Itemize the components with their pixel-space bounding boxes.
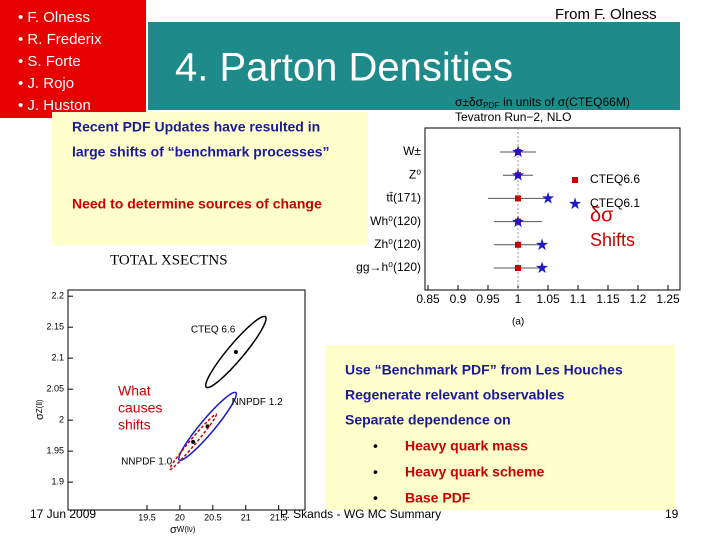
plan-line: Use “Benchmark PDF” from Les Houches <box>345 362 623 378</box>
ellipse <box>204 315 267 389</box>
sym: σ <box>34 413 46 420</box>
callout-conclusion: Need to determine sources of change <box>72 196 322 212</box>
plan-line: Separate dependence on <box>345 412 511 428</box>
plot-frame <box>424 127 681 291</box>
author: • F. Olness <box>18 9 90 26</box>
callout-box <box>52 112 368 245</box>
ellipse-label: NNPDF 1.2 <box>232 397 284 408</box>
legend-label: CTEQ6.6 <box>590 172 640 186</box>
plan-bullet: Heavy quark scheme <box>405 464 545 480</box>
author-box <box>0 0 146 118</box>
callout-line: Recent PDF Updates have resulted in <box>72 119 320 135</box>
annotation: What <box>118 383 151 399</box>
x-tick-label: 0.95 <box>476 292 500 306</box>
total-label: TOTAL XSECTNS <box>110 252 228 268</box>
plan-bullet: Heavy quark mass <box>405 438 528 454</box>
annotation: shifts <box>118 417 151 433</box>
row-label: gg→h⁰(120) <box>356 260 421 274</box>
x-tick-label: 1.2 <box>630 292 647 306</box>
center-dot <box>191 439 196 444</box>
x-tick-label: 0.85 <box>416 292 440 306</box>
x-tick-label: 1 <box>515 292 522 306</box>
x-label: σW(lν) <box>170 524 196 536</box>
row-label: W± <box>403 144 421 158</box>
ellipse-label: NNPDF 1.0 <box>121 456 173 467</box>
plan-bullet: Base PDF <box>405 490 471 506</box>
annotation: Shifts <box>590 230 635 250</box>
x-tick-label: 1.05 <box>536 292 560 306</box>
footer-page: 19 <box>665 507 679 521</box>
title: 4. Parton Densities <box>175 46 513 90</box>
sym: σ <box>170 524 177 536</box>
y-tick-label: 2 <box>59 415 64 425</box>
row-label: Z⁰ <box>409 167 421 181</box>
x-tick-label: 1.25 <box>656 292 680 306</box>
x-tick-label: 1.15 <box>596 292 620 306</box>
square-marker <box>515 195 521 202</box>
y-label: σZ(ll) <box>34 399 46 420</box>
footer-center: P. Skands - WG MC Summary <box>280 507 441 521</box>
square-marker <box>515 218 521 225</box>
y-tick-label: 1.9 <box>51 476 64 486</box>
sub: Z(ll) <box>35 399 44 413</box>
panel-label: (a) <box>512 317 524 328</box>
y-tick-label: 2.2 <box>51 291 64 301</box>
y-tick-label: 1.95 <box>46 446 64 456</box>
bullet: • <box>373 464 378 480</box>
y-tick-label: 2.05 <box>46 384 64 394</box>
legend-marker <box>572 177 578 183</box>
star-marker: ★ <box>511 144 525 161</box>
plan-line: Regenerate relevant observables <box>345 387 565 403</box>
author: • S. Forte <box>18 53 81 70</box>
plot-header: σ±δσPDF in units of σ(CTEQ66M) <box>455 95 630 110</box>
annotation: causes <box>118 400 162 416</box>
credit: From F. Olness <box>555 6 657 23</box>
center-dot <box>233 349 238 354</box>
plan-box <box>325 345 675 510</box>
x-tick-label: 21 <box>241 512 251 522</box>
ellipse <box>178 391 238 462</box>
sub: PDF <box>483 101 499 110</box>
star-marker: ★ <box>511 214 525 231</box>
row-label: Zh⁰(120) <box>374 237 421 251</box>
x-tick-label: 19.5 <box>138 512 156 522</box>
y-tick-label: 2.15 <box>46 322 64 332</box>
legend-marker: ★ <box>568 196 582 213</box>
square-marker <box>515 241 521 248</box>
annotation: δσ <box>590 204 614 226</box>
square-marker <box>515 149 521 155</box>
title-bar <box>148 22 680 110</box>
row-label: Wh⁰(120) <box>370 214 421 228</box>
ellipse-label: CTEQ 6.6 <box>191 325 236 336</box>
footer-date: 17 Jun 2009 <box>30 507 96 521</box>
sym: σ±δσ <box>455 95 484 109</box>
ellipse <box>169 413 218 471</box>
rest: in units of σ(CTEQ66M) <box>503 95 630 109</box>
x-tick-label: 0.9 <box>450 292 467 306</box>
legend-label: CTEQ6.1 <box>590 196 640 210</box>
x-tick-label: 20.5 <box>204 512 222 522</box>
author: • J. Rojo <box>18 75 74 92</box>
square-marker <box>515 172 521 179</box>
star-marker: ★ <box>511 167 525 184</box>
author: • J. Huston <box>18 97 91 114</box>
sub: W(lν) <box>177 525 196 534</box>
star-marker: ★ <box>535 260 549 277</box>
star-marker: ★ <box>535 237 549 254</box>
bullet: • <box>373 438 378 454</box>
y-tick-label: 2.1 <box>51 353 64 363</box>
row-label: tt̄(171) <box>386 191 421 205</box>
plot-frame <box>67 289 306 511</box>
callout-line: large shifts of “benchmark processes” <box>72 144 330 160</box>
bullet: • <box>373 490 378 506</box>
x-tick-label: 21.5 <box>270 512 288 522</box>
square-marker <box>515 265 521 271</box>
x-tick-label: 1.1 <box>570 292 587 306</box>
x-tick-label: 20 <box>175 512 185 522</box>
star-marker: ★ <box>541 191 555 208</box>
author: • R. Frederix <box>18 31 102 48</box>
plot-subheader: Tevatron Run−2, NLO <box>455 110 571 124</box>
